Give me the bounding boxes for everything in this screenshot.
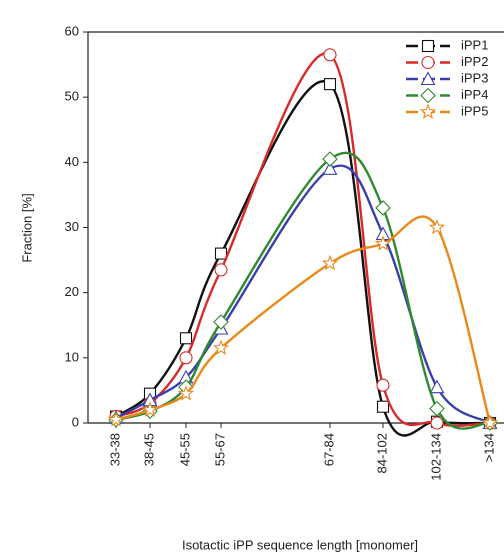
legend-marker (420, 71, 436, 86)
marker (214, 263, 228, 277)
y-tick-label: 30 (65, 219, 79, 234)
x-tick-label: 55-67 (212, 433, 227, 466)
marker (177, 385, 195, 401)
marker (107, 411, 125, 427)
series-line (115, 164, 491, 425)
marker (429, 379, 445, 394)
legend-label: iPP5 (461, 103, 488, 118)
marker (323, 48, 337, 62)
x-tick-label: 67-84 (321, 433, 336, 466)
legend-marker (420, 87, 436, 104)
legend-label: iPP3 (461, 70, 488, 85)
y-tick-label: 40 (65, 154, 79, 169)
x-axis-title: Isotactic iPP sequence length [monomer] (182, 537, 418, 552)
marker (481, 414, 499, 430)
marker (376, 400, 390, 413)
legend-label: iPP1 (461, 37, 488, 52)
marker (322, 161, 338, 175)
marker (213, 314, 229, 330)
marker (323, 78, 337, 91)
marker (179, 351, 193, 365)
marker (376, 378, 390, 392)
series-line (115, 80, 491, 437)
marker (212, 339, 230, 355)
marker (214, 247, 228, 260)
y-axis-title: Fraction [%] (19, 193, 34, 262)
x-tick-label: 84-102 (374, 433, 389, 473)
marker (375, 200, 391, 216)
x-tick-label: 33-38 (107, 433, 122, 466)
marker (179, 332, 193, 345)
marker (322, 151, 338, 167)
legend-label: iPP4 (461, 87, 488, 102)
x-tick-label: >134 (481, 433, 496, 462)
series-line (115, 215, 492, 424)
marker (430, 416, 444, 430)
marker (321, 254, 339, 271)
series-line (115, 52, 491, 427)
legend-label: iPP2 (461, 54, 488, 69)
marker (428, 218, 446, 235)
y-tick-label: 0 (72, 414, 79, 429)
y-tick-label: 60 (65, 23, 79, 38)
marker (429, 400, 445, 417)
x-tick-label: 45-55 (177, 433, 192, 466)
marker (141, 401, 159, 417)
marker (374, 235, 392, 251)
y-tick-label: 50 (65, 89, 79, 104)
y-tick-label: 20 (65, 284, 79, 299)
legend-marker (421, 55, 435, 70)
y-tick-label: 10 (65, 349, 79, 364)
legend-marker (419, 103, 437, 119)
legend-marker (421, 39, 435, 53)
x-tick-label: 102-134 (428, 433, 443, 481)
x-tick-label: 38-45 (141, 433, 156, 466)
